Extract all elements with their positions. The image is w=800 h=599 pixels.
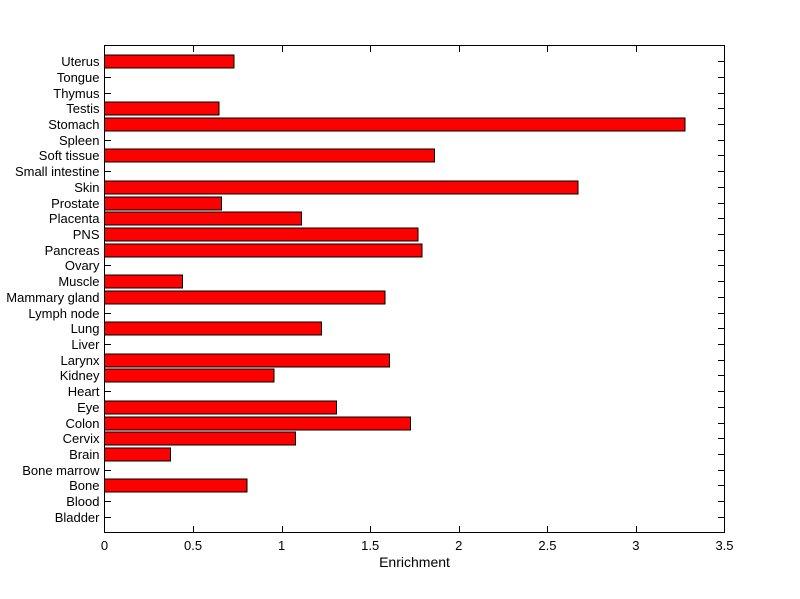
svg-text:Larynx: Larynx <box>60 353 100 368</box>
svg-text:Stomach: Stomach <box>48 117 99 132</box>
svg-text:Soft tissue: Soft tissue <box>39 148 100 163</box>
svg-text:Brain: Brain <box>69 447 99 462</box>
svg-text:Bladder: Bladder <box>55 510 100 525</box>
svg-text:Blood: Blood <box>66 494 99 509</box>
svg-text:Testis: Testis <box>66 101 100 116</box>
svg-text:Lung: Lung <box>71 321 100 336</box>
svg-text:Liver: Liver <box>71 337 100 352</box>
svg-text:Cervix: Cervix <box>63 431 100 446</box>
svg-text:Small intestine: Small intestine <box>15 164 100 179</box>
svg-text:1.5: 1.5 <box>361 538 379 553</box>
svg-text:0: 0 <box>101 538 108 553</box>
svg-text:Bone: Bone <box>69 478 99 493</box>
svg-text:Tongue: Tongue <box>57 70 100 85</box>
svg-text:Enrichment: Enrichment <box>379 554 450 570</box>
svg-text:Pancreas: Pancreas <box>45 243 100 258</box>
svg-text:Kidney: Kidney <box>60 368 100 383</box>
svg-text:Eye: Eye <box>77 400 99 415</box>
svg-text:Lymph node: Lymph node <box>28 306 99 321</box>
svg-text:Placenta: Placenta <box>49 211 100 226</box>
svg-text:Bone marrow: Bone marrow <box>22 463 100 478</box>
svg-text:Prostate: Prostate <box>51 196 99 211</box>
svg-text:Heart: Heart <box>68 384 100 399</box>
svg-text:2: 2 <box>455 538 462 553</box>
svg-text:2.5: 2.5 <box>538 538 556 553</box>
svg-text:Thymus: Thymus <box>53 86 100 101</box>
svg-text:Spleen: Spleen <box>59 133 99 148</box>
svg-text:Ovary: Ovary <box>65 258 100 273</box>
svg-text:Uterus: Uterus <box>61 54 100 69</box>
svg-text:Mammary gland: Mammary gland <box>6 290 99 305</box>
svg-text:PNS: PNS <box>73 227 100 242</box>
svg-text:Muscle: Muscle <box>58 274 99 289</box>
svg-text:Colon: Colon <box>66 416 100 431</box>
svg-text:3: 3 <box>632 538 639 553</box>
svg-text:3.5: 3.5 <box>715 538 733 553</box>
svg-text:Skin: Skin <box>74 180 99 195</box>
svg-text:0.5: 0.5 <box>184 538 202 553</box>
svg-text:1: 1 <box>278 538 285 553</box>
